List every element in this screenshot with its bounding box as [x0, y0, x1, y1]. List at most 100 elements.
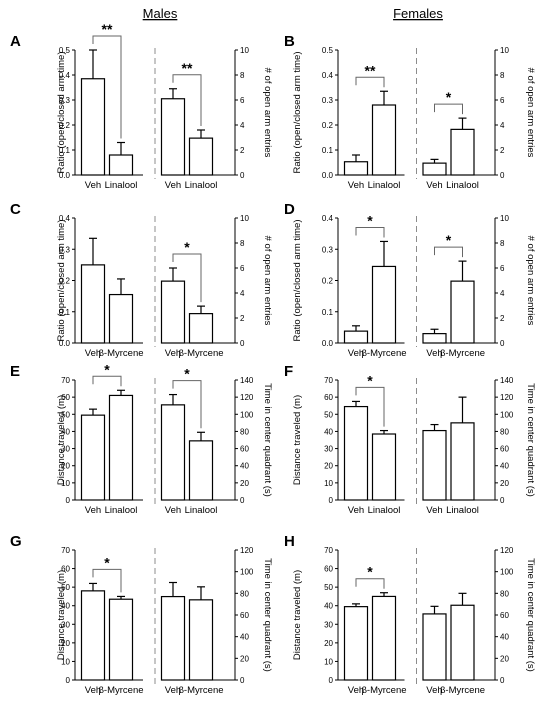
- left-tick-label: 0: [66, 676, 71, 685]
- left-tick-label: 0.0: [322, 171, 334, 180]
- bar: [422, 429, 447, 501]
- significance-marker: *: [367, 372, 373, 388]
- bar: [422, 162, 447, 176]
- left-tick-label: 40: [61, 602, 70, 611]
- panel-e: E 0 10 20 30 40 50 60 70 Distance traveled (m) 0 20…: [10, 361, 273, 516]
- panel-b: B 0.0 0.1 0.2 0.3 0.4 0.5 Ratio (open/closed ar…: [284, 33, 536, 191]
- right-axis-title: Time in center quadrant (s): [262, 383, 273, 497]
- left-tick-label: 0.3: [322, 96, 334, 105]
- left-axis-title: Ratio (open/closed arm time): [292, 220, 303, 342]
- left-tick-label: 0.2: [59, 277, 71, 286]
- left-tick-label: 0.2: [322, 121, 334, 130]
- category-label: Veh: [348, 505, 364, 516]
- left-tick-label: 60: [61, 565, 70, 574]
- right-tick-label: 40: [500, 633, 509, 642]
- panel-d: D 0.0 0.1 0.2 0.3 0.4 Ratio (open/closed arm t…: [284, 201, 536, 359]
- left-tick-label: 0.0: [59, 171, 71, 180]
- panel-letter: A: [10, 33, 21, 50]
- category-label: β-Myrcene: [98, 348, 143, 359]
- right-tick-label: 120: [500, 393, 514, 402]
- category-label: Veh: [348, 685, 364, 696]
- males-header: Males: [143, 6, 178, 21]
- right-tick-label: 140: [500, 376, 514, 385]
- left-tick-label: 10: [324, 657, 333, 666]
- right-axis-title: # of open arm entries: [262, 68, 273, 158]
- right-tick-label: 0: [240, 496, 245, 505]
- category-label: Veh: [85, 685, 101, 696]
- bar: [80, 264, 106, 344]
- left-axis-title: Ratio (open/closed arm time): [56, 220, 67, 342]
- category-label: Veh: [85, 180, 101, 191]
- right-tick-label: 140: [240, 376, 254, 385]
- bar: [343, 606, 369, 681]
- significance-bracket: [355, 578, 385, 589]
- bar: [188, 313, 214, 344]
- right-axis-title: # of open arm entries: [525, 236, 536, 326]
- right-tick-label: 100: [240, 410, 254, 419]
- right-axis-title: Time in center quadrant (s): [262, 558, 273, 672]
- left-tick-label: 60: [324, 565, 333, 574]
- right-tick-label: 20: [500, 654, 509, 663]
- left-tick-label: 10: [61, 479, 70, 488]
- bar: [343, 330, 369, 344]
- left-tick-label: 50: [324, 583, 333, 592]
- right-tick-label: 8: [500, 71, 505, 80]
- bar: [371, 265, 397, 344]
- left-tick-label: 50: [61, 583, 70, 592]
- left-tick-label: 0.1: [322, 308, 334, 317]
- bar: [371, 433, 397, 501]
- right-tick-label: 80: [240, 427, 249, 436]
- left-tick-label: 70: [61, 376, 70, 385]
- right-tick-label: 4: [240, 289, 245, 298]
- bar: [80, 590, 106, 681]
- significance-marker: *: [367, 212, 373, 228]
- right-tick-label: 4: [500, 289, 505, 298]
- bar: [160, 404, 186, 501]
- significance-marker: **: [102, 21, 113, 37]
- right-tick-label: 10: [240, 214, 249, 223]
- right-tick-label: 6: [240, 96, 245, 105]
- category-label: Linalool: [105, 180, 138, 191]
- panel-letter: B: [284, 33, 295, 50]
- category-label: β-Myrcene: [361, 685, 406, 696]
- right-tick-label: 40: [500, 462, 509, 471]
- right-tick-label: 2: [240, 314, 245, 323]
- left-tick-label: 70: [324, 376, 333, 385]
- category-label: Linalool: [446, 180, 479, 191]
- left-tick-label: 0.4: [59, 214, 71, 223]
- right-tick-label: 40: [240, 462, 249, 471]
- bar: [108, 154, 134, 176]
- significance-bracket: [434, 246, 463, 258]
- left-axis-title: Distance traveled (m): [56, 570, 67, 660]
- left-tick-label: 20: [61, 639, 70, 648]
- left-tick-label: 0.4: [322, 71, 334, 80]
- left-axis-title: Ratio (open/closed arm time): [56, 52, 67, 174]
- right-tick-label: 2: [500, 314, 505, 323]
- bar: [108, 293, 134, 344]
- right-tick-label: 0: [240, 339, 245, 348]
- category-label: Veh: [426, 180, 442, 191]
- left-tick-label: 10: [324, 479, 333, 488]
- right-tick-label: 60: [240, 445, 249, 454]
- bar: [108, 598, 134, 681]
- significance-marker: **: [182, 60, 193, 76]
- left-tick-label: 0.1: [59, 146, 71, 155]
- right-tick-label: 0: [500, 496, 505, 505]
- category-label: Linalool: [446, 505, 479, 516]
- significance-bracket: [92, 568, 122, 593]
- bar: [450, 280, 475, 344]
- significance-bracket: [172, 253, 202, 303]
- left-axis-title: Distance traveled (m): [292, 570, 303, 660]
- right-tick-label: 60: [500, 611, 509, 620]
- right-tick-label: 40: [240, 633, 249, 642]
- right-tick-label: 8: [500, 239, 505, 248]
- right-tick-label: 20: [240, 654, 249, 663]
- left-tick-label: 40: [324, 602, 333, 611]
- category-label: β-Myrcene: [440, 348, 485, 359]
- category-label: Linalool: [105, 505, 138, 516]
- left-tick-label: 0.2: [59, 121, 71, 130]
- significance-bracket: [355, 76, 385, 88]
- right-tick-label: 6: [500, 96, 505, 105]
- right-tick-label: 8: [240, 239, 245, 248]
